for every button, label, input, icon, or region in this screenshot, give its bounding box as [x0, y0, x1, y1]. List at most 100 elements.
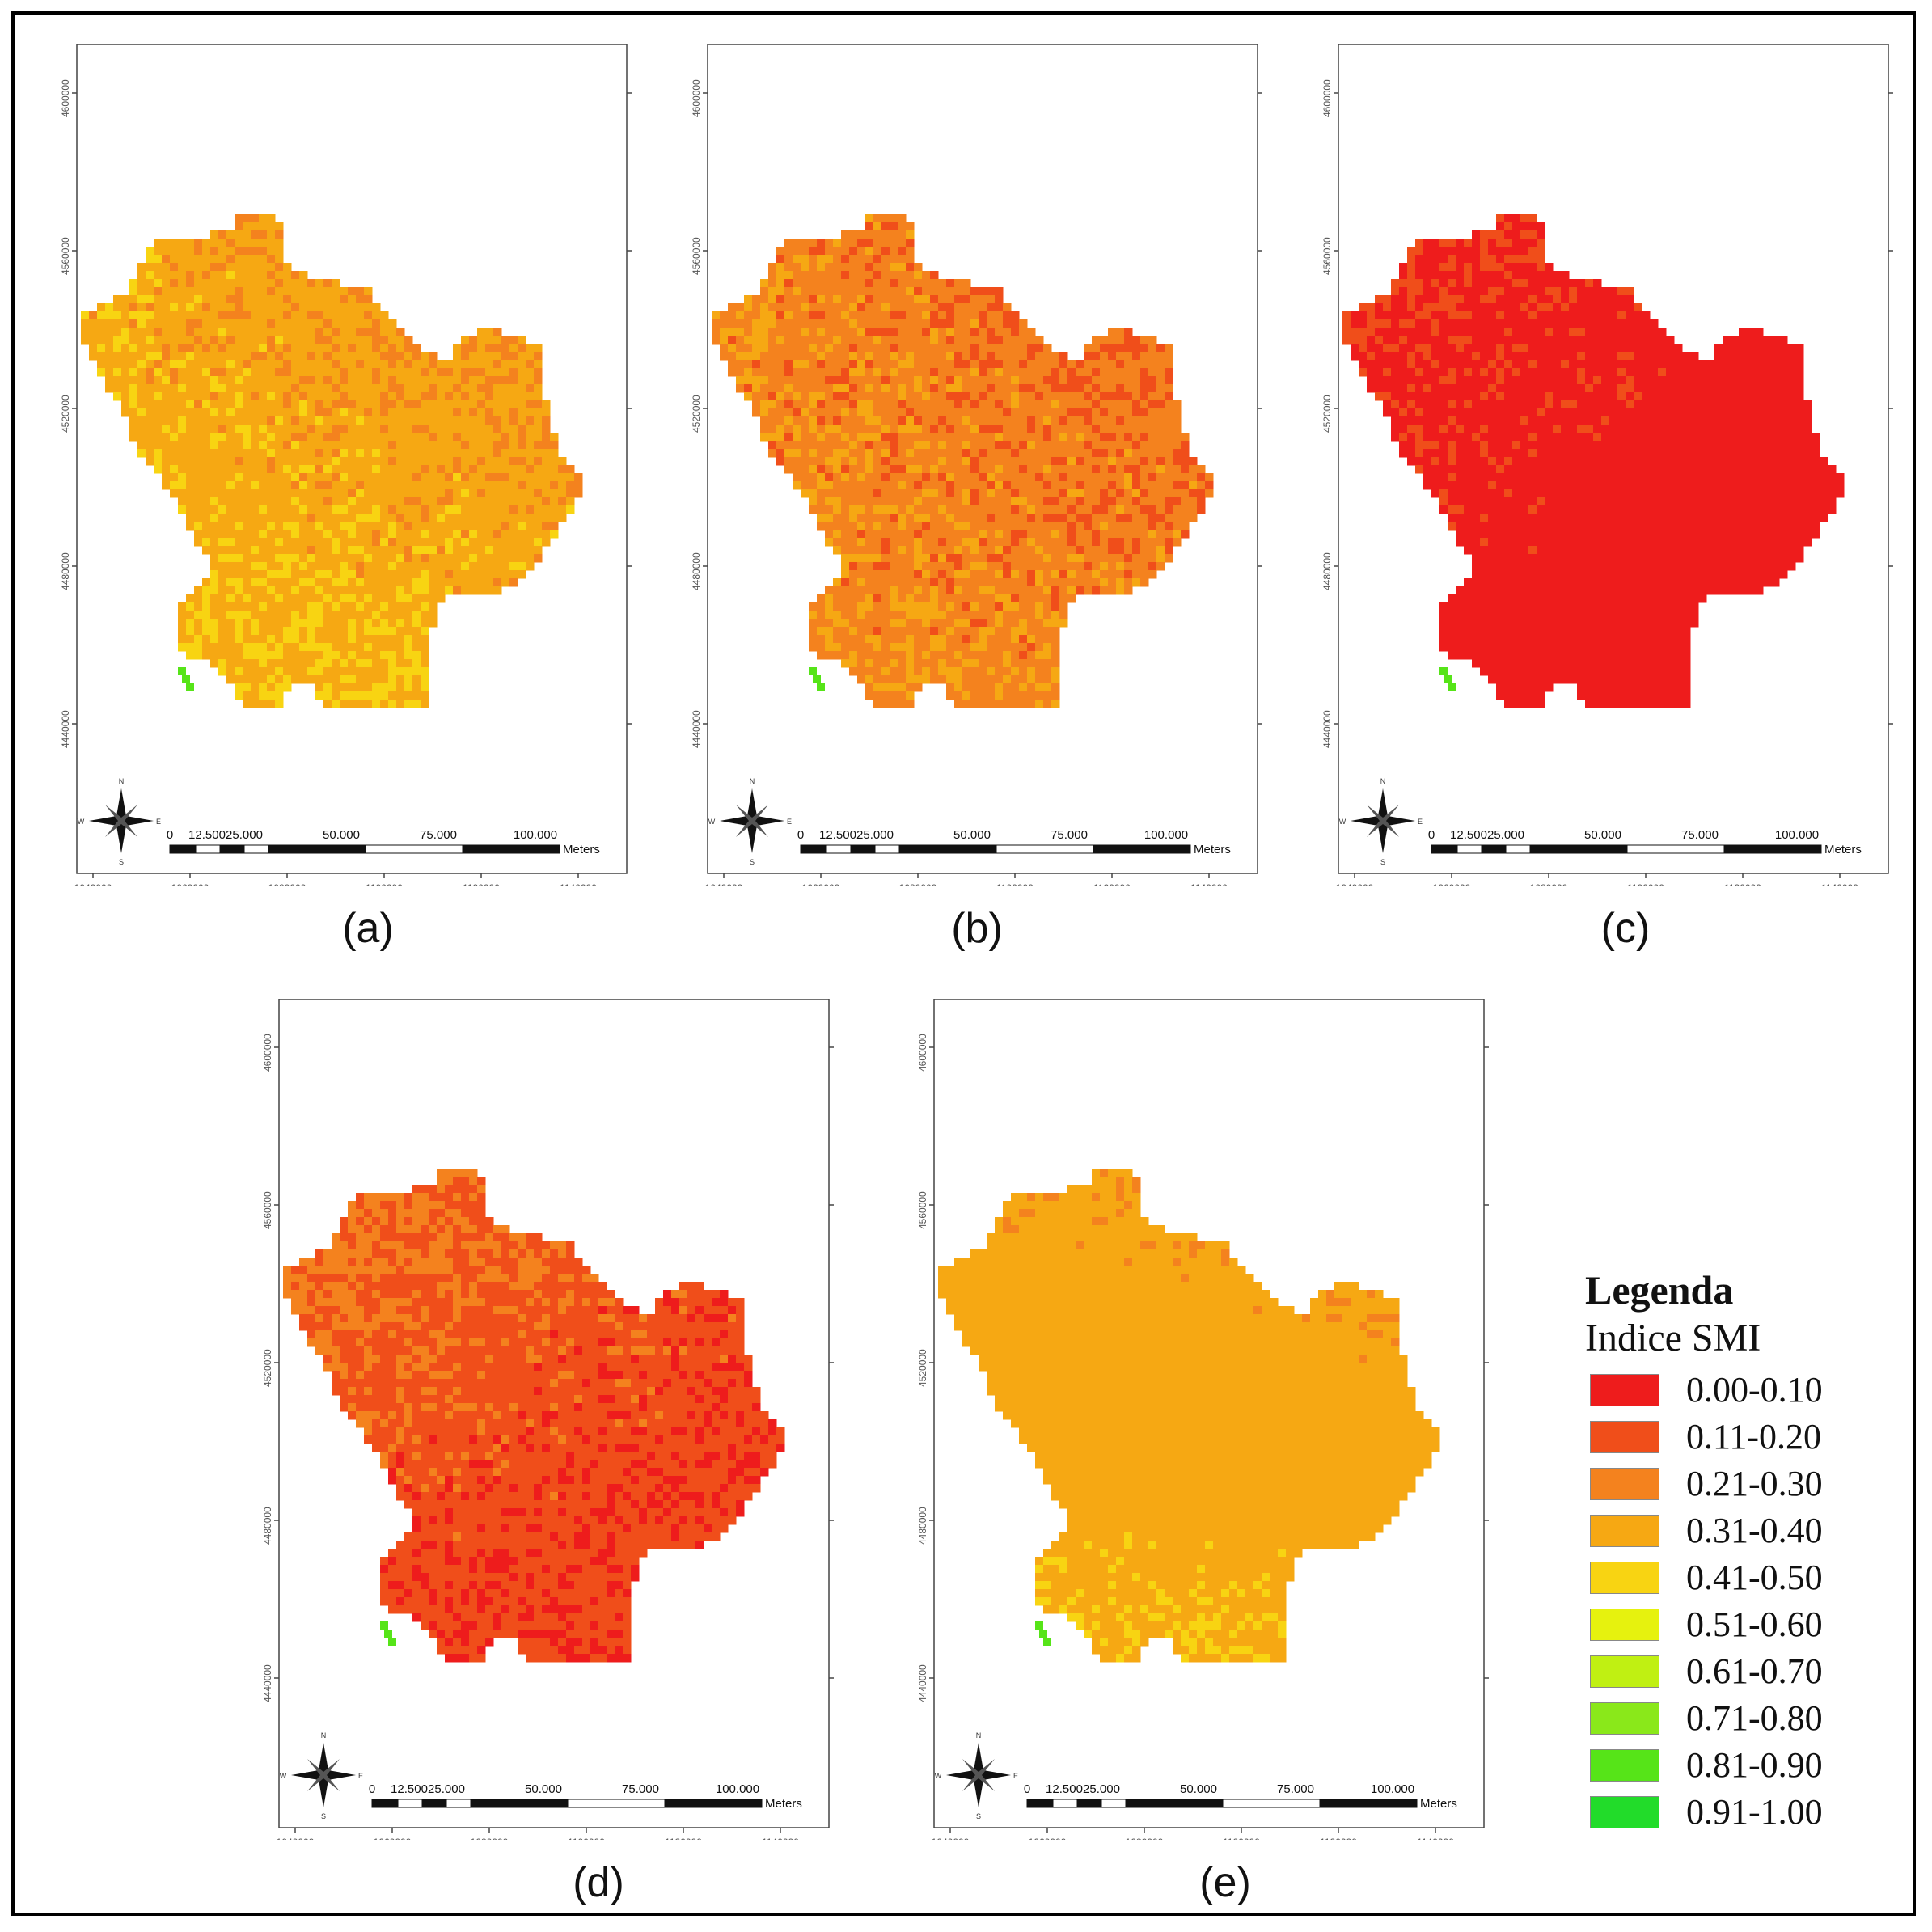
- map-svg-c: 4600000 4560000 4520000 4480000 4440000 10400…: [1321, 44, 1893, 886]
- map-svg-b: 4600000 4560000 4520000 4480000 4440000 10400…: [691, 44, 1262, 886]
- legend-label: 0.51-0.60: [1686, 1604, 1823, 1644]
- x-tick-label: 1080000: [899, 882, 937, 886]
- panel-label-d: (d): [573, 1859, 624, 1906]
- scale-bar-label: 25.000: [1487, 828, 1524, 842]
- scale-bar-unit: Meters: [765, 1797, 802, 1811]
- legend-subtitle: Indice SMI: [1585, 1317, 1761, 1359]
- y-tick-label: 4520000: [262, 1349, 273, 1387]
- scale-bar: 0 12.500 25.000 50.000 75.000 100.000 Meters: [167, 828, 600, 856]
- x-tick-label: 1100000: [366, 882, 403, 886]
- map-panel-e: 4600000 4560000 4520000 4480000 4440000 10400…: [886, 999, 1500, 1840]
- x-tick-label: 1100000: [568, 1837, 605, 1840]
- y-tick-label: 4600000: [691, 79, 702, 117]
- y-tick-label: 4480000: [1321, 552, 1333, 590]
- panel-label-a: (a): [342, 905, 394, 952]
- x-tick-label: 1080000: [268, 882, 306, 886]
- scale-bar-unit: Meters: [1420, 1797, 1457, 1811]
- scale-bar-label: 100.000: [716, 1782, 759, 1796]
- y-tick-label: 4440000: [691, 710, 702, 748]
- legend-swatch: [1590, 1655, 1659, 1688]
- legend-label: 0.81-0.90: [1686, 1745, 1823, 1785]
- x-tick-label: 1040000: [277, 1837, 315, 1840]
- y-tick-label: 4440000: [917, 1664, 928, 1702]
- legend-label: 0.11-0.20: [1686, 1417, 1822, 1456]
- scale-bar-label: 25.000: [428, 1782, 465, 1796]
- scale-bar-label: 25.000: [856, 828, 894, 842]
- legend-item: 0.71-0.80: [1585, 1697, 1892, 1744]
- legend-title: Legenda: [1585, 1267, 1734, 1313]
- map-svg-d: 4600000 4560000 4520000 4480000 4440000 10400…: [262, 999, 834, 1840]
- scale-bar-label: 12.500: [819, 828, 856, 842]
- legend-swatch: [1590, 1421, 1659, 1453]
- scale-bar-label: 100.000: [1371, 1782, 1414, 1796]
- y-tick-label: 4480000: [262, 1507, 273, 1545]
- legend-item: 0.91-1.00: [1585, 1791, 1892, 1838]
- y-tick-label: 4520000: [1321, 395, 1333, 433]
- legend-swatch: [1590, 1562, 1659, 1594]
- y-tick-label: 4520000: [60, 395, 71, 433]
- scale-bar-label: 50.000: [953, 828, 991, 842]
- map-panel-c: 4600000 4560000 4520000 4480000 4440000 10400…: [1290, 44, 1905, 886]
- scale-bar: 0 12.500 25.000 50.000 75.000 100.000 Meters: [797, 828, 1231, 856]
- x-tick-label: 1140000: [1821, 882, 1858, 886]
- smi-raster: [712, 214, 1214, 708]
- svg-text:E: E: [156, 818, 161, 826]
- x-tick-label: 1140000: [1417, 1837, 1454, 1840]
- scale-bar-label: 100.000: [1144, 828, 1188, 842]
- scale-bar-unit: Meters: [563, 843, 600, 856]
- x-tick-label: 1040000: [705, 882, 743, 886]
- smi-raster: [81, 214, 583, 708]
- legend-label: 0.41-0.50: [1686, 1558, 1823, 1597]
- scale-bar-label: 75.000: [1277, 1782, 1314, 1796]
- x-tick-label: 1140000: [1190, 882, 1228, 886]
- x-tick-label: 1100000: [996, 882, 1034, 886]
- y-tick-label: 4600000: [60, 79, 71, 117]
- scale-bar-label: 50.000: [1180, 1782, 1217, 1796]
- legend-classes: 0.00-0.10 0.11-0.20 0.21-0.30 0.31-0.40 0.41…: [1585, 1369, 1892, 1838]
- y-tick-label: 4440000: [1321, 710, 1333, 748]
- legend-swatch: [1590, 1796, 1659, 1828]
- scale-bar-label: 100.000: [514, 828, 557, 842]
- svg-text:S: S: [119, 858, 124, 866]
- x-tick-label: 1060000: [1029, 1837, 1067, 1840]
- scale-bar-label: 12.500: [1450, 828, 1487, 842]
- scale-bar-label: 0: [1428, 828, 1435, 842]
- scale-bar-label: 25.000: [1083, 1782, 1120, 1796]
- svg-text:S: S: [750, 858, 755, 866]
- y-tick-label: 4600000: [917, 1034, 928, 1072]
- map-panel-a: 4600000 4560000 4520000 4480000 4440000 10400…: [28, 44, 643, 886]
- legend-label: 0.21-0.30: [1686, 1464, 1823, 1503]
- x-tick-label: 1120000: [1320, 1837, 1357, 1840]
- legend-item: 0.81-0.90: [1585, 1744, 1892, 1791]
- x-tick-label: 1040000: [74, 882, 112, 886]
- scale-bar: 0 12.500 25.000 50.000 75.000 100.000 Meters: [369, 1782, 802, 1811]
- x-tick-label: 1080000: [471, 1837, 509, 1840]
- scale-bar-label: 12.500: [188, 828, 226, 842]
- y-tick-label: 4560000: [1321, 237, 1333, 275]
- legend-label: 0.61-0.70: [1686, 1651, 1823, 1691]
- legend-label: 0.00-0.10: [1686, 1370, 1823, 1410]
- scale-bar-unit: Meters: [1824, 843, 1862, 856]
- scale-bar-label: 0: [167, 828, 173, 842]
- y-tick-label: 4480000: [60, 552, 71, 590]
- x-tick-label: 1060000: [802, 882, 840, 886]
- scale-bar-label: 0: [1024, 1782, 1030, 1796]
- legend-item: 0.51-0.60: [1585, 1604, 1892, 1651]
- y-tick-label: 4440000: [60, 710, 71, 748]
- x-tick-label: 1100000: [1223, 1837, 1260, 1840]
- x-tick-label: 1040000: [1336, 882, 1374, 886]
- y-tick-label: 4600000: [1321, 79, 1333, 117]
- scale-bar-label: 50.000: [525, 1782, 562, 1796]
- y-tick-label: 4520000: [917, 1349, 928, 1387]
- x-tick-label: 1080000: [1126, 1837, 1164, 1840]
- x-tick-label: 1060000: [171, 882, 209, 886]
- legend-item: 0.21-0.30: [1585, 1463, 1892, 1510]
- legend-item: 0.41-0.50: [1585, 1557, 1892, 1604]
- x-tick-label: 1120000: [1093, 882, 1131, 886]
- x-tick-label: 1060000: [1433, 882, 1471, 886]
- scale-bar-unit: Meters: [1194, 843, 1231, 856]
- map-panel-b: 4600000 4560000 4520000 4480000 4440000 10400…: [659, 44, 1274, 886]
